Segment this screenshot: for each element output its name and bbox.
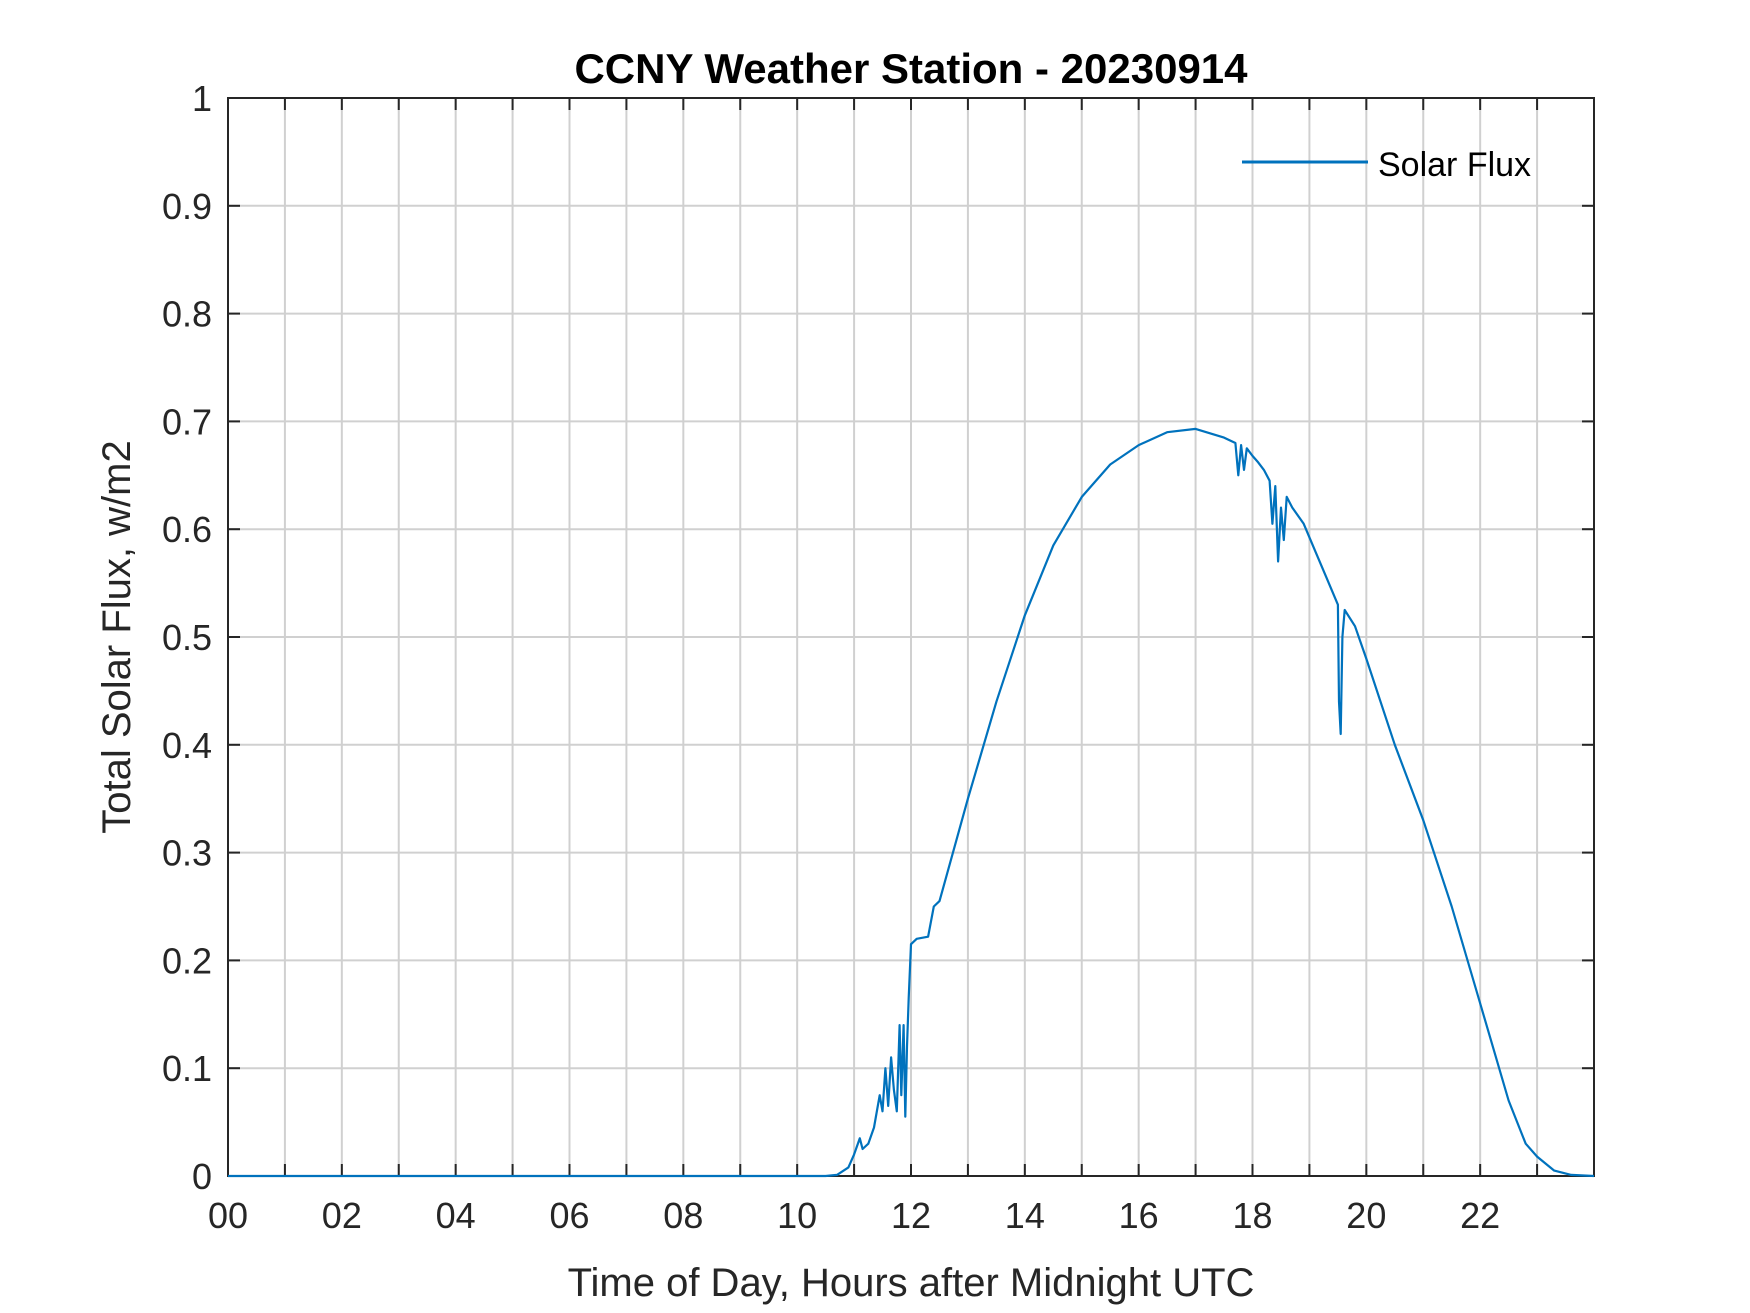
x-tick-label: 08 [663, 1195, 703, 1236]
y-tick-label: 0.8 [162, 294, 212, 335]
x-tick-label: 04 [436, 1195, 476, 1236]
axis-ticks: 00 02 04 06 08 10 12 14 16 18 20 22 0 0.1 0.2 0.3 0.4 0.5… [162, 78, 1595, 1236]
x-tick-label: 12 [891, 1195, 931, 1236]
x-tick-label: 14 [1005, 1195, 1045, 1236]
y-tick-label: 0.4 [162, 725, 212, 766]
x-tick-label: 16 [1119, 1195, 1159, 1236]
x-tick-label: 00 [208, 1195, 248, 1236]
y-tick-label: 1 [192, 78, 212, 119]
x-tick-label: 20 [1346, 1195, 1386, 1236]
y-tick-label: 0.2 [162, 940, 212, 981]
y-axis-label: Total Solar Flux, w/m2 [95, 440, 139, 833]
x-tick-label: 06 [549, 1195, 589, 1236]
y-tick-label: 0.6 [162, 509, 212, 550]
y-tick-label: 0.7 [162, 401, 212, 442]
legend: Solar Flux [1242, 146, 1531, 184]
y-tick-label: 0.5 [162, 617, 212, 658]
series-line-solar-flux [228, 427, 1595, 1178]
y-tick-label: 0.9 [162, 186, 212, 227]
x-axis-label: Time of Day, Hours after Midnight UTC [568, 1261, 1255, 1305]
x-tick-label: 02 [322, 1195, 362, 1236]
grid-lines [228, 98, 1594, 1176]
x-tick-label: 10 [777, 1195, 817, 1236]
y-tick-label: 0 [192, 1156, 212, 1197]
legend-label-solar-flux: Solar Flux [1378, 146, 1531, 184]
x-tick-label: 18 [1232, 1195, 1272, 1236]
y-tick-label: 0.1 [162, 1048, 212, 1089]
x-tick-label: 22 [1460, 1195, 1500, 1236]
chart-title: CCNY Weather Station - 20230914 [574, 45, 1248, 92]
series-layer [228, 427, 1595, 1178]
y-tick-label: 0.3 [162, 833, 212, 874]
